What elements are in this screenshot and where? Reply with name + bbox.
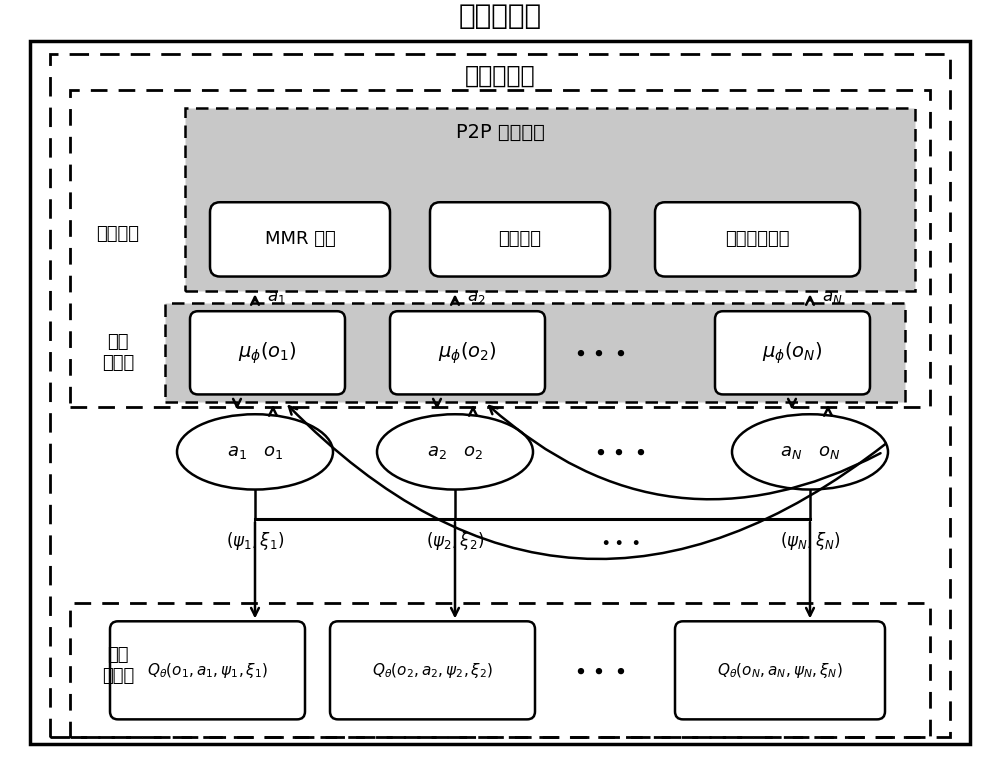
Text: $\bullet\bullet\bullet$: $\bullet\bullet\bullet$	[600, 532, 640, 550]
FancyBboxPatch shape	[675, 622, 885, 720]
Text: $Q_\theta(o_N,a_N,\psi_N,\xi_N)$: $Q_\theta(o_N,a_N,\psi_N,\xi_N)$	[717, 661, 843, 680]
Text: $a_1$: $a_1$	[267, 288, 286, 307]
Bar	[70, 603, 930, 737]
Text: $\bullet\bullet\bullet$: $\bullet\bullet\bullet$	[573, 343, 627, 363]
FancyBboxPatch shape	[655, 202, 860, 276]
Text: 集中式训练: 集中式训练	[458, 2, 542, 30]
FancyArrowPatch shape	[489, 406, 881, 499]
FancyBboxPatch shape	[715, 311, 870, 395]
Ellipse shape	[177, 414, 333, 490]
Bar	[185, 108, 915, 291]
Text: $(\psi_2, \xi_2)$: $(\psi_2, \xi_2)$	[426, 530, 484, 552]
FancyArrowPatch shape	[289, 406, 886, 559]
Text: $a_2$   $o_2$: $a_2$ $o_2$	[427, 443, 483, 461]
Text: $\mu_\phi(o_1)$: $\mu_\phi(o_1)$	[238, 340, 297, 366]
Text: MMR 定价: MMR 定价	[265, 231, 335, 248]
Text: $\mu_\phi(o_2)$: $\mu_\phi(o_2)$	[438, 340, 497, 366]
FancyBboxPatch shape	[390, 311, 545, 395]
Ellipse shape	[732, 414, 888, 490]
Text: 共享
评判器: 共享 评判器	[102, 646, 134, 685]
FancyBboxPatch shape	[110, 622, 305, 720]
FancyBboxPatch shape	[330, 622, 535, 720]
Text: P2P 交易平台: P2P 交易平台	[456, 124, 544, 143]
Text: $\bullet\bullet\bullet$: $\bullet\bullet\bullet$	[593, 442, 647, 462]
Text: $(\psi_1, \xi_1)$: $(\psi_1, \xi_1)$	[226, 530, 284, 552]
Text: $Q_\theta(o_1,a_1,\psi_1,\xi_1)$: $Q_\theta(o_1,a_1,\psi_1,\xi_1)$	[147, 661, 268, 680]
FancyBboxPatch shape	[190, 311, 345, 395]
Text: $a_1$   $o_1$: $a_1$ $o_1$	[227, 443, 283, 461]
Text: 奖励修正: 奖励修正	[498, 231, 542, 248]
Bar	[70, 90, 930, 408]
Ellipse shape	[377, 414, 533, 490]
Bar	[165, 304, 905, 402]
Text: $\bullet\bullet\bullet$: $\bullet\bullet\bullet$	[573, 660, 627, 680]
Text: $a_N$   $o_N$: $a_N$ $o_N$	[780, 443, 840, 461]
Text: 集体市场行为: 集体市场行为	[725, 231, 790, 248]
Text: 分布式执行: 分布式执行	[465, 64, 535, 87]
Text: $\mu_\phi(o_N)$: $\mu_\phi(o_N)$	[762, 340, 823, 366]
FancyBboxPatch shape	[430, 202, 610, 276]
FancyBboxPatch shape	[210, 202, 390, 276]
Text: $a_N$: $a_N$	[822, 288, 843, 307]
Text: $(\psi_N, \xi_N)$: $(\psi_N, \xi_N)$	[780, 530, 840, 552]
Text: 社区环境: 社区环境	[96, 225, 140, 243]
Text: $a_2$: $a_2$	[467, 288, 485, 307]
Text: $Q_\theta(o_2,a_2,\psi_2,\xi_2)$: $Q_\theta(o_2,a_2,\psi_2,\xi_2)$	[372, 661, 493, 680]
Text: 共享
执行器: 共享 执行器	[102, 333, 134, 372]
